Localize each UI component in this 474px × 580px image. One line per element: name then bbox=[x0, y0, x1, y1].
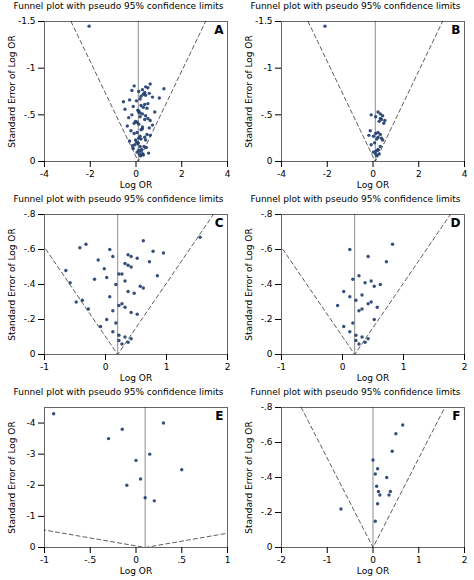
svg-text:-.2: -.2 bbox=[261, 507, 273, 517]
svg-text:Standard Error of Log OR: Standard Error of Log OR bbox=[7, 228, 17, 340]
svg-text:0: 0 bbox=[30, 542, 36, 552]
svg-text:1: 1 bbox=[225, 555, 231, 565]
svg-text:0: 0 bbox=[30, 349, 36, 359]
svg-text:-.8: -.8 bbox=[261, 209, 273, 219]
svg-text:-.6: -.6 bbox=[24, 244, 36, 254]
svg-text:C: C bbox=[215, 216, 224, 230]
svg-text:Log OR: Log OR bbox=[120, 566, 152, 576]
svg-text:0: 0 bbox=[133, 555, 139, 565]
svg-text:-4: -4 bbox=[40, 169, 49, 179]
svg-text:F: F bbox=[452, 409, 460, 423]
svg-text:0: 0 bbox=[30, 156, 36, 166]
svg-text:1: 1 bbox=[416, 555, 422, 565]
svg-text:B: B bbox=[451, 23, 460, 37]
html-text:Funnel plot with pseudo 95% co: Funnel plot with pseudo 95% confidence l… bbox=[13, 1, 224, 11]
svg-text:-1: -1 bbox=[27, 63, 36, 73]
svg-text:-.4: -.4 bbox=[261, 472, 273, 482]
svg-text:-.6: -.6 bbox=[261, 437, 273, 447]
svg-text:Log OR: Log OR bbox=[120, 180, 152, 190]
svg-text:A: A bbox=[214, 23, 224, 37]
svg-text:-.8: -.8 bbox=[24, 209, 36, 219]
svg-text:-.4: -.4 bbox=[261, 279, 273, 289]
svg-text:-1: -1 bbox=[27, 511, 36, 521]
svg-text:-1: -1 bbox=[323, 555, 332, 565]
svg-text:-.6: -.6 bbox=[261, 244, 273, 254]
svg-text:0: 0 bbox=[340, 362, 346, 372]
svg-text:0: 0 bbox=[133, 169, 139, 179]
svg-text:-2: -2 bbox=[27, 480, 36, 490]
svg-text:0: 0 bbox=[370, 169, 376, 179]
html-text:Funnel plot with pseudo 95% co: Funnel plot with pseudo 95% confidence l… bbox=[250, 387, 461, 397]
svg-text:-2: -2 bbox=[323, 169, 332, 179]
svg-text:-2: -2 bbox=[277, 555, 286, 565]
svg-text:Standard Error of Log OR: Standard Error of Log OR bbox=[7, 421, 17, 533]
svg-text:-1: -1 bbox=[277, 362, 286, 372]
svg-text:2: 2 bbox=[462, 362, 468, 372]
svg-text:Log OR: Log OR bbox=[357, 180, 389, 190]
html-text:Funnel plot with pseudo 95% co: Funnel plot with pseudo 95% confidence l… bbox=[13, 387, 224, 397]
svg-text:-1.5: -1.5 bbox=[18, 16, 36, 26]
svg-text:0: 0 bbox=[103, 362, 109, 372]
svg-text:-.4: -.4 bbox=[24, 279, 36, 289]
svg-text:-.5: -.5 bbox=[84, 555, 96, 565]
svg-text:E: E bbox=[215, 409, 223, 423]
svg-text:0: 0 bbox=[267, 156, 273, 166]
svg-text:-.5: -.5 bbox=[24, 110, 36, 120]
html-text:Funnel plot with pseudo 95% co: Funnel plot with pseudo 95% confidence l… bbox=[13, 194, 224, 204]
svg-text:4: 4 bbox=[462, 169, 468, 179]
html-text:Funnel plot with pseudo 95% co: Funnel plot with pseudo 95% confidence l… bbox=[250, 1, 461, 11]
svg-text:1: 1 bbox=[401, 362, 407, 372]
svg-text:-.2: -.2 bbox=[24, 314, 36, 324]
svg-text:2: 2 bbox=[416, 169, 422, 179]
svg-text:4: 4 bbox=[225, 169, 231, 179]
svg-text:Standard Error of Log OR: Standard Error of Log OR bbox=[244, 35, 254, 147]
svg-text:Standard Error of Log OR: Standard Error of Log OR bbox=[7, 35, 17, 147]
svg-text:-.5: -.5 bbox=[261, 110, 273, 120]
svg-text:-1: -1 bbox=[264, 63, 273, 73]
svg-text:Log OR: Log OR bbox=[357, 373, 389, 383]
svg-text:2: 2 bbox=[462, 555, 468, 565]
svg-text:-2: -2 bbox=[86, 169, 95, 179]
svg-text:Log OR: Log OR bbox=[120, 373, 152, 383]
svg-text:-.2: -.2 bbox=[261, 314, 273, 324]
svg-text:0: 0 bbox=[267, 542, 273, 552]
svg-text:Standard Error of Log OR: Standard Error of Log OR bbox=[244, 421, 254, 533]
svg-text:0: 0 bbox=[267, 349, 273, 359]
svg-text:Standard Error of Log OR: Standard Error of Log OR bbox=[244, 228, 254, 340]
svg-text:0: 0 bbox=[370, 555, 376, 565]
svg-text:-.8: -.8 bbox=[261, 402, 273, 412]
svg-text:2: 2 bbox=[179, 169, 185, 179]
svg-text:-1: -1 bbox=[40, 362, 49, 372]
html-text:Funnel plot with pseudo 95% co: Funnel plot with pseudo 95% confidence l… bbox=[250, 194, 461, 204]
svg-text:2: 2 bbox=[225, 362, 231, 372]
svg-text:-4: -4 bbox=[27, 418, 36, 428]
svg-text:1: 1 bbox=[164, 362, 170, 372]
svg-text:-3: -3 bbox=[27, 449, 36, 459]
svg-text:-1.5: -1.5 bbox=[255, 16, 273, 26]
svg-text:D: D bbox=[451, 216, 461, 230]
svg-text:-4: -4 bbox=[277, 169, 286, 179]
svg-text:.5: .5 bbox=[177, 555, 186, 565]
svg-text:-1: -1 bbox=[40, 555, 49, 565]
svg-text:Log OR: Log OR bbox=[357, 566, 389, 576]
